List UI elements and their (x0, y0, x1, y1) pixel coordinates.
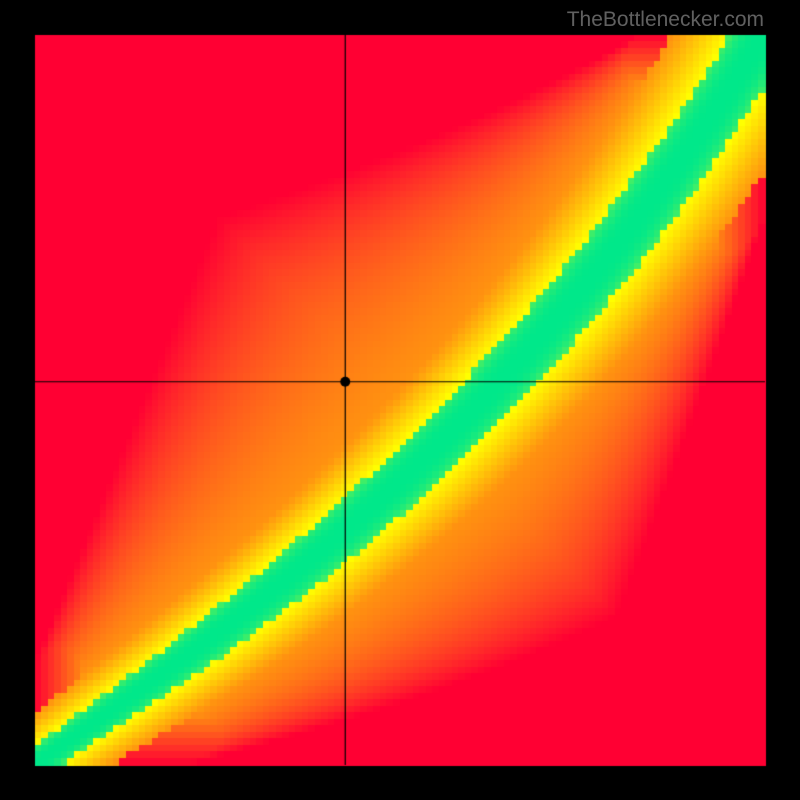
chart-container: TheBottlenecker.com (0, 0, 800, 800)
bottleneck-heatmap (0, 0, 800, 800)
watermark-text: TheBottlenecker.com (567, 8, 764, 32)
